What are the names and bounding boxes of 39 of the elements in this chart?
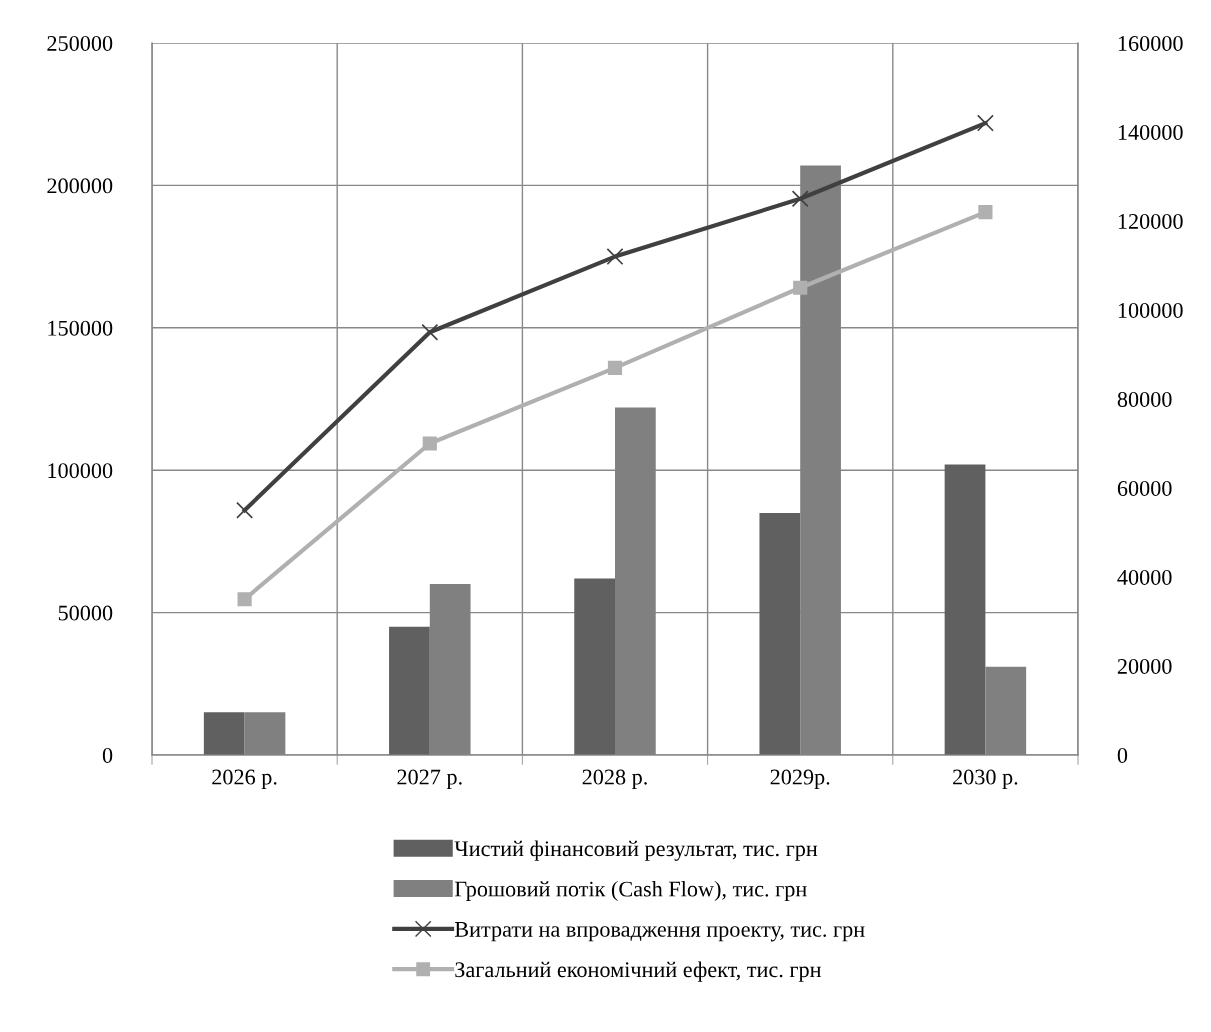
point — [607, 360, 623, 375]
legend-label: Витрати на впровадження проекту, тис. грн — [454, 922, 865, 942]
legend-label: Загальний економічний ефект, тис. грн — [455, 961, 821, 982]
point — [421, 323, 439, 341]
y2-tick-label: 60000 — [1117, 480, 1172, 496]
bar — [944, 464, 986, 755]
point — [236, 501, 254, 519]
y2-tick-label: 80000 — [1117, 391, 1172, 407]
y2-tick-label: 40000 — [1117, 569, 1172, 585]
y-tick-label: 250000 — [47, 35, 113, 51]
legend-label: Грошовий потік (Cash Flow), тис. грн — [454, 880, 807, 902]
point — [791, 190, 809, 208]
x-tick-label: 2030 р. — [953, 769, 1018, 790]
x-tick-label: 2029р. — [770, 769, 830, 790]
y-tick-label: 150000 — [48, 320, 113, 336]
y2-tick-label: 0 — [1117, 747, 1128, 763]
y-tick-label: 0 — [102, 747, 113, 763]
y2-tick-label: 160000 — [1118, 35, 1183, 51]
x-tick-label: 2026 р. — [212, 769, 277, 790]
bar — [574, 578, 615, 755]
point — [793, 280, 808, 295]
y2-tick-label: 20000 — [1117, 658, 1172, 674]
x-tick-label: 2027 р. — [397, 769, 462, 790]
point — [606, 248, 624, 266]
y2-tick-label: 100000 — [1118, 302, 1183, 318]
y-tick-label: 200000 — [47, 178, 113, 194]
y-tick-label: 100000 — [48, 463, 113, 479]
point — [422, 436, 437, 451]
y-tick-label: 50000 — [58, 605, 113, 621]
x-tick-label: 2028 р. — [582, 769, 647, 790]
bar — [203, 712, 245, 755]
point — [976, 114, 994, 132]
bar — [389, 626, 430, 755]
y2-tick-label: 140000 — [1118, 124, 1183, 140]
point — [978, 205, 993, 220]
bar — [759, 512, 801, 755]
y2-tick-label: 120000 — [1118, 213, 1183, 229]
legend-label: Чистий фінансовий результат, тис. грн — [454, 840, 818, 861]
point — [237, 592, 252, 607]
